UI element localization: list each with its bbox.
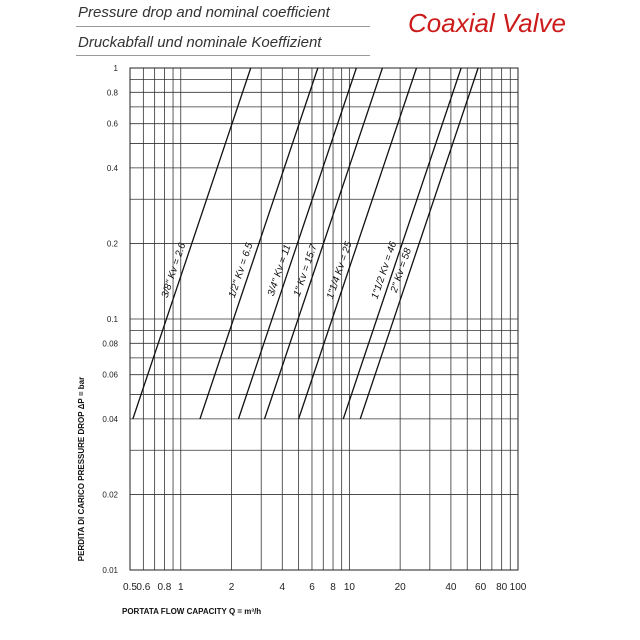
x-tick-label: 40	[445, 582, 457, 593]
series-line	[263, 67, 384, 420]
series-label: 3/4" Kv = 11	[266, 243, 294, 297]
chart-title-german: Druckabfall und nominale Koeffizient	[78, 34, 322, 51]
series-label: 1" Kv = 15.7	[292, 242, 320, 298]
x-tick-label: 2	[229, 582, 235, 593]
x-tick-label: 0.8	[157, 582, 171, 593]
series-line	[199, 67, 319, 420]
y-tick-label: 0.01	[102, 566, 118, 575]
y-axis-label: PERDITA DI CARICO PRESSURE DROP ΔP = bar	[77, 377, 86, 561]
y-gridlines	[130, 67, 518, 571]
x-tick-label: 0.6	[136, 582, 150, 593]
x-tick-label: 6	[309, 582, 315, 593]
y-tick-label: 0.2	[107, 239, 119, 248]
x-tick-label: 0.5	[123, 582, 137, 593]
plot-frame	[129, 67, 519, 571]
series-lines	[132, 67, 479, 420]
x-tick-label: 1	[178, 582, 184, 593]
x-tick-label: 60	[475, 582, 487, 593]
series-line	[237, 67, 357, 420]
y-tick-label: 0.8	[107, 88, 119, 97]
y-tick-label: 0.08	[102, 339, 118, 348]
y-tick-label: 0.1	[107, 315, 119, 324]
x-tick-label: 4	[279, 582, 285, 593]
chart-title-english: Pressure drop and nominal coefficient	[78, 4, 330, 21]
series-labels: 3/8" Kv = 2.6 1/2" Kv = 6.5 3/4" Kv = 111"…	[160, 240, 414, 301]
series-line	[359, 67, 479, 420]
x-tick-label: 80	[496, 582, 508, 593]
x-tick-labels: 0.5 0.6 0.8 1 2 4 6 8 10 20 40 60 80 100	[123, 582, 527, 593]
title-divider	[76, 26, 370, 27]
series-line	[342, 67, 462, 420]
y-tick-label: 1	[114, 64, 119, 73]
brand-title: Coaxial Valve	[408, 8, 567, 38]
series-line	[298, 67, 418, 420]
series-label: 1"1/4 Kv = 25	[325, 240, 355, 301]
y-tick-label: 0.04	[102, 415, 118, 424]
title-divider	[76, 55, 370, 56]
y-tick-label: 0.06	[102, 371, 118, 380]
y-tick-label: 0.6	[107, 120, 119, 129]
x-tick-label: 8	[330, 582, 336, 593]
x-tick-label: 100	[510, 582, 527, 593]
x-tick-label: 20	[395, 582, 407, 593]
y-tick-label: 0.4	[107, 164, 119, 173]
x-tick-label: 10	[344, 582, 356, 593]
series-line	[132, 67, 252, 420]
y-tick-label: 0.02	[102, 490, 118, 499]
y-tick-labels: 0.01 0.02 0.04 0.06 0.08 0.1 0.2 0.4 0.6 0.8 1	[102, 64, 118, 575]
x-axis-label: PORTATA FLOW CAPACITY Q = m³/h	[122, 607, 261, 616]
